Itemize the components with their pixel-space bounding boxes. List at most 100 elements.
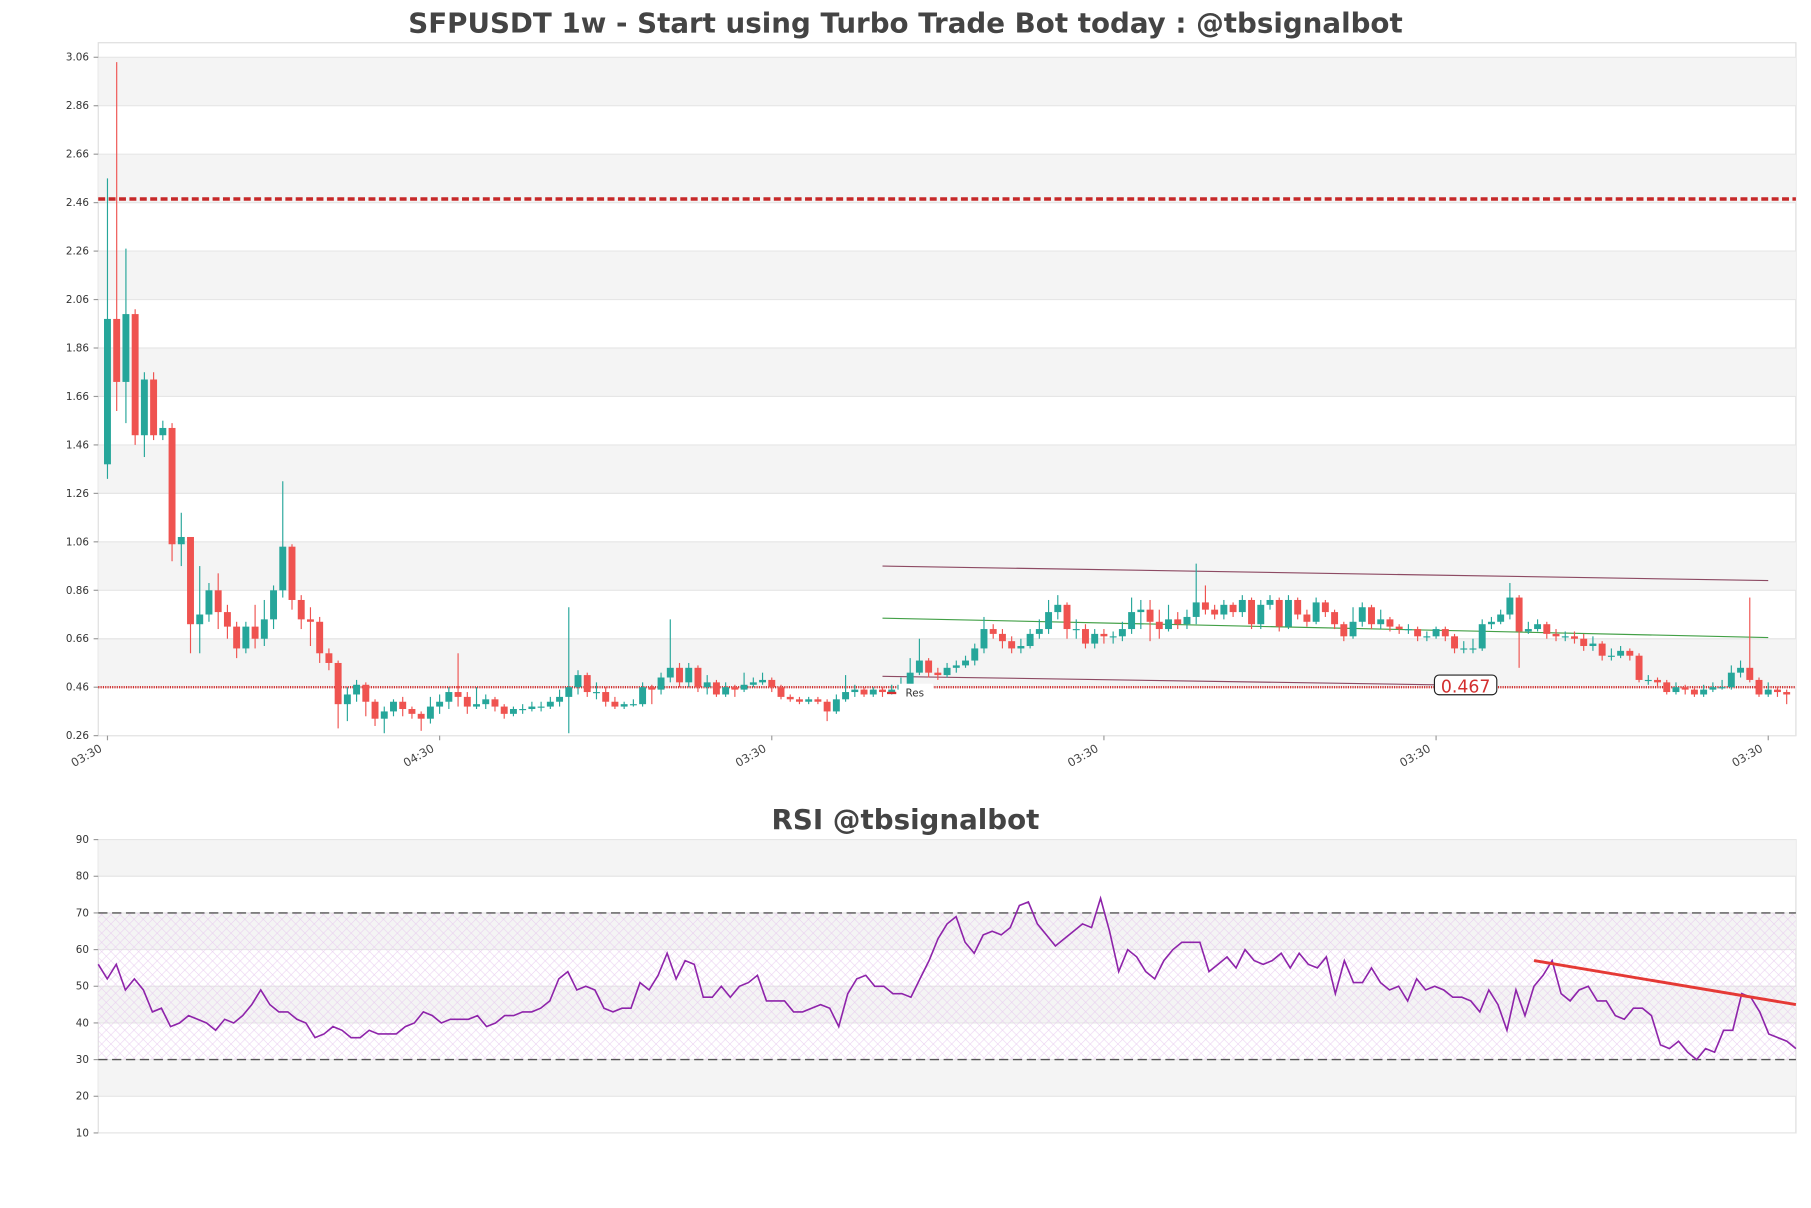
candle-body xyxy=(1783,692,1791,695)
candle-body xyxy=(1146,609,1154,622)
candle-body xyxy=(1561,636,1569,638)
candle-body xyxy=(805,699,813,702)
candle-body xyxy=(1534,624,1542,630)
y-tick-label: 60 xyxy=(76,944,89,956)
candle-body xyxy=(989,629,997,634)
candle-body xyxy=(187,536,194,625)
candle-body xyxy=(1118,629,1126,637)
y-tick-label: 20 xyxy=(76,1091,89,1103)
candle-body xyxy=(1478,624,1486,649)
candle-body xyxy=(1700,689,1708,695)
candle-body xyxy=(242,626,250,649)
y-tick-label: 3.06 xyxy=(66,52,89,64)
candle-body xyxy=(1035,629,1043,634)
price-label: 0.467 xyxy=(1441,677,1491,697)
candle-body xyxy=(509,709,517,714)
y-tick-label: 1.86 xyxy=(66,342,89,354)
candle-body xyxy=(888,689,896,693)
rsi-line xyxy=(97,895,1797,1061)
candle-body xyxy=(1580,638,1588,647)
y-tick-label: 0.26 xyxy=(66,730,89,742)
candle-body xyxy=(436,701,444,707)
candle-body xyxy=(611,701,619,707)
candle-body xyxy=(140,379,148,436)
candle-body xyxy=(1441,629,1449,637)
y-tick-label: 2.86 xyxy=(66,100,89,112)
candle-body xyxy=(399,701,407,710)
candle-body xyxy=(1746,667,1754,680)
candle-body xyxy=(528,706,536,710)
candle-body xyxy=(1017,646,1025,649)
candle-body xyxy=(196,614,204,625)
candle-body xyxy=(1727,672,1735,688)
candle-body xyxy=(712,682,720,695)
grid-band xyxy=(98,1059,1796,1097)
candle-body xyxy=(1506,597,1514,615)
candle-body xyxy=(371,701,379,719)
candle-body xyxy=(279,546,287,591)
candle-body xyxy=(1395,626,1403,630)
candle-body xyxy=(482,699,490,705)
candle-body xyxy=(334,662,342,705)
rsi-trendline xyxy=(1533,959,1797,1007)
candle-body xyxy=(1100,633,1108,637)
grid-band xyxy=(98,839,1796,877)
candle-body xyxy=(925,660,933,673)
candle-body xyxy=(233,626,241,649)
candle-body xyxy=(851,689,859,693)
y-tick-label: 1.26 xyxy=(66,488,89,500)
candle-body xyxy=(343,694,351,705)
candle-body xyxy=(1303,614,1311,622)
candle-body xyxy=(971,648,979,661)
candle-body xyxy=(454,692,462,697)
candle-body xyxy=(1358,607,1366,622)
candle-body xyxy=(214,590,222,613)
candle-body xyxy=(879,689,886,693)
candle-body xyxy=(1626,650,1634,656)
candle-body xyxy=(1487,621,1495,625)
candle-body xyxy=(1469,648,1477,650)
candle-body xyxy=(1543,624,1551,634)
candle-body xyxy=(1137,609,1145,613)
candle-body xyxy=(150,379,158,436)
candle-body xyxy=(473,704,480,707)
candle-body xyxy=(1617,650,1625,656)
grid-band xyxy=(98,251,1796,300)
candle-body xyxy=(814,699,822,702)
candle-body xyxy=(593,692,600,694)
channel-line xyxy=(882,617,1769,639)
candle-body xyxy=(1321,602,1329,613)
candle-body xyxy=(1709,687,1717,690)
candle-body xyxy=(574,675,582,688)
candle-body xyxy=(113,318,121,382)
candle-body xyxy=(749,682,757,685)
candle-body xyxy=(1432,629,1440,637)
candle-body xyxy=(1764,689,1772,695)
candle-body xyxy=(426,706,434,719)
candle-body xyxy=(1312,602,1320,622)
candle-body xyxy=(1404,629,1412,631)
candle-body xyxy=(795,699,803,702)
candle-body xyxy=(934,672,942,676)
candle-body xyxy=(362,684,370,702)
candle-body xyxy=(1349,621,1357,637)
candle-body xyxy=(1054,604,1062,613)
candle-body xyxy=(1155,621,1163,630)
x-tick-label: 03:30 xyxy=(1397,741,1433,770)
candle-body xyxy=(1460,648,1468,650)
candle-body xyxy=(1681,687,1689,690)
candle-body xyxy=(1755,679,1763,695)
rsi-band xyxy=(98,912,1796,1060)
candle-body xyxy=(122,314,130,382)
chart-title: SFPUSDT 1w - Start using Turbo Trade Bot… xyxy=(408,6,1402,39)
y-tick-label: 50 xyxy=(76,981,89,993)
candle-body xyxy=(952,665,960,668)
candle-body xyxy=(740,684,748,690)
y-tick-label: 1.66 xyxy=(66,391,89,403)
candle-body xyxy=(1201,602,1209,610)
x-tick-label: 04:30 xyxy=(401,741,437,770)
candle-body xyxy=(1109,636,1117,638)
y-tick-label: 2.66 xyxy=(66,149,89,161)
